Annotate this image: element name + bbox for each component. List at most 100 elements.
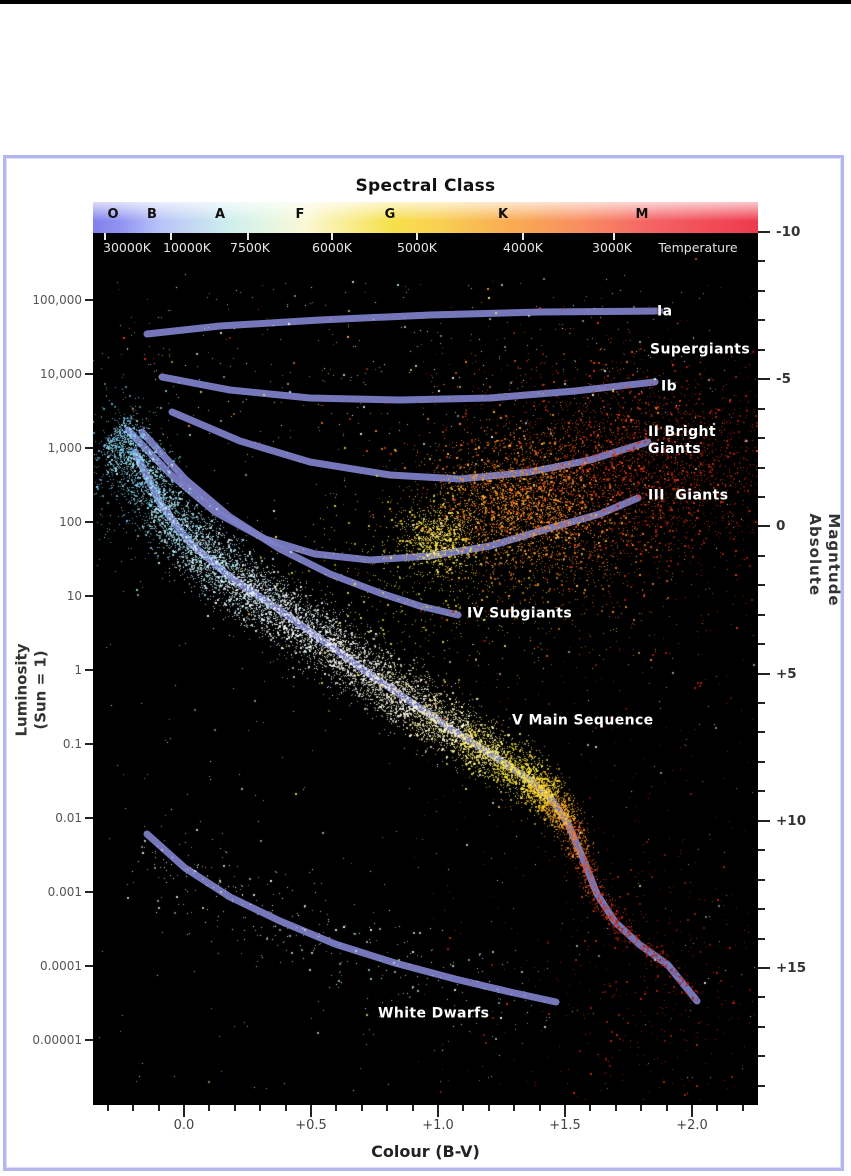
left-axis-tick xyxy=(85,299,93,301)
temperature-label: 6000K xyxy=(311,240,353,255)
right-axis-minor-tick xyxy=(758,348,765,351)
right-axis-major-tick xyxy=(758,967,770,969)
left-axis-tick xyxy=(85,595,93,597)
temperature-label: Temperature xyxy=(658,240,738,255)
spectral-letter-K: K xyxy=(497,207,509,222)
temperature-tick xyxy=(416,233,418,240)
right-axis-minor-tick xyxy=(758,319,765,322)
x-axis-minor-tick xyxy=(640,1105,643,1111)
spectral-letter-M: M xyxy=(635,207,649,222)
right-axis-minor-tick xyxy=(758,849,765,852)
top-black-rule xyxy=(0,0,851,4)
spectral-letter-F: F xyxy=(295,207,305,222)
left-axis-tick-label: 0.01 xyxy=(55,811,82,825)
right-axis-major-tick xyxy=(758,672,770,675)
right-axis-minor-tick xyxy=(758,437,765,440)
label-white-dwarfs: White Dwarfs xyxy=(378,1005,490,1022)
right-axis-minor-tick xyxy=(758,643,765,646)
right-axis-tick-label: -5 xyxy=(776,371,791,388)
right-axis-minor-tick xyxy=(758,1025,765,1028)
left-axis-tick xyxy=(85,669,93,671)
label-iv-subgiants: IV Subgiants xyxy=(467,605,573,622)
temperature-tick xyxy=(331,233,333,240)
left-axis-title-line1: Luminosity xyxy=(12,643,31,737)
left-axis-tick xyxy=(85,743,93,745)
right-axis-minor-tick xyxy=(758,996,765,999)
x-axis-minor-tick xyxy=(360,1105,363,1111)
left-axis-tick xyxy=(85,965,93,967)
x-axis-minor-tick xyxy=(157,1105,160,1111)
x-axis-tick-label: +2.0 xyxy=(676,1118,708,1133)
x-axis-minor-tick xyxy=(538,1105,541,1111)
label-ib: Ib xyxy=(661,378,678,395)
right-axis-tick-label: +15 xyxy=(776,960,807,976)
right-axis-minor-tick xyxy=(758,613,765,616)
label-ii-bright: II Bright Giants xyxy=(648,424,716,457)
x-axis-minor-tick xyxy=(284,1105,287,1111)
x-axis-major-tick xyxy=(691,1105,693,1117)
x-axis-minor-tick xyxy=(106,1105,109,1111)
right-axis-minor-tick xyxy=(758,1055,765,1058)
gradient-top-fade xyxy=(93,202,758,233)
right-axis-title-line1: Absolute xyxy=(806,513,824,597)
x-axis-major-tick xyxy=(564,1105,566,1117)
left-axis-tick-label: 0.001 xyxy=(47,885,82,899)
x-axis-minor-tick xyxy=(386,1105,389,1111)
right-axis-minor-tick xyxy=(758,790,765,793)
page-title: Spectral Class xyxy=(355,176,496,196)
x-axis-tick-label: 0.0 xyxy=(173,1118,195,1133)
x-axis-tick-label: +1.0 xyxy=(422,1118,454,1133)
left-axis-tick-label: 1,000 xyxy=(47,441,82,455)
spectral-letter-O: O xyxy=(107,207,119,222)
right-axis-minor-tick xyxy=(758,908,765,910)
x-axis-minor-tick xyxy=(411,1105,414,1111)
right-axis-major-tick xyxy=(758,525,770,528)
right-axis-minor-tick xyxy=(758,702,765,704)
x-axis-tick-label: +1.5 xyxy=(549,1118,581,1133)
right-axis-major-tick xyxy=(758,378,770,381)
left-axis-tick-label: 0.00001 xyxy=(32,1033,82,1047)
left-axis-tick-label: 10,000 xyxy=(40,367,82,381)
right-axis-minor-tick xyxy=(758,496,765,498)
x-axis-minor-tick xyxy=(589,1105,592,1111)
left-axis-tick xyxy=(85,891,93,893)
temperature-tick xyxy=(522,233,524,240)
right-axis-title-line2: Magntude xyxy=(824,513,843,607)
label-ia: Ia xyxy=(657,303,673,320)
x-axis-tick-label: +0.5 xyxy=(295,1118,327,1133)
temperature-tick xyxy=(104,233,106,240)
right-axis-tick-label: +5 xyxy=(776,665,797,682)
x-axis-minor-tick xyxy=(335,1105,338,1111)
left-axis-tick-label: 100,000 xyxy=(32,293,82,307)
left-axis-tick-label: 0.0001 xyxy=(40,959,82,973)
right-axis-minor-tick xyxy=(758,554,765,557)
right-axis-minor-tick xyxy=(758,407,765,410)
right-axis-minor-tick xyxy=(758,466,765,469)
spectral-letter-A: A xyxy=(214,207,226,222)
left-axis-tick xyxy=(85,447,93,449)
right-axis-minor-tick xyxy=(758,731,765,734)
x-axis-minor-tick xyxy=(716,1105,719,1111)
x-axis-minor-tick xyxy=(487,1105,490,1111)
left-axis-title-line2: (Sun = 1) xyxy=(31,650,49,730)
temperature-label: 30000K xyxy=(103,240,151,255)
temperature-tick xyxy=(170,233,172,240)
label-iii-giants: III Giants xyxy=(648,487,729,504)
right-axis-minor-tick xyxy=(758,1084,765,1087)
right-axis-tick-label: 0 xyxy=(776,518,786,535)
x-axis-minor-tick xyxy=(259,1105,262,1111)
left-axis-tick xyxy=(85,817,93,819)
x-axis-major-tick xyxy=(437,1105,439,1117)
left-axis-tick xyxy=(85,521,93,523)
right-axis-minor-tick xyxy=(758,584,765,587)
temperature-label: 10000K xyxy=(163,240,211,255)
x-axis-minor-tick xyxy=(614,1105,617,1111)
spectral-class-gradient-bar xyxy=(93,202,758,233)
temperature-label: 5000K xyxy=(396,240,438,255)
x-axis-minor-tick xyxy=(741,1105,744,1111)
temperature-tick xyxy=(247,233,249,240)
x-axis-minor-tick xyxy=(233,1105,236,1111)
x-axis-title: Colour (B-V) xyxy=(371,1142,480,1161)
spectral-letter-G: G xyxy=(384,207,396,222)
